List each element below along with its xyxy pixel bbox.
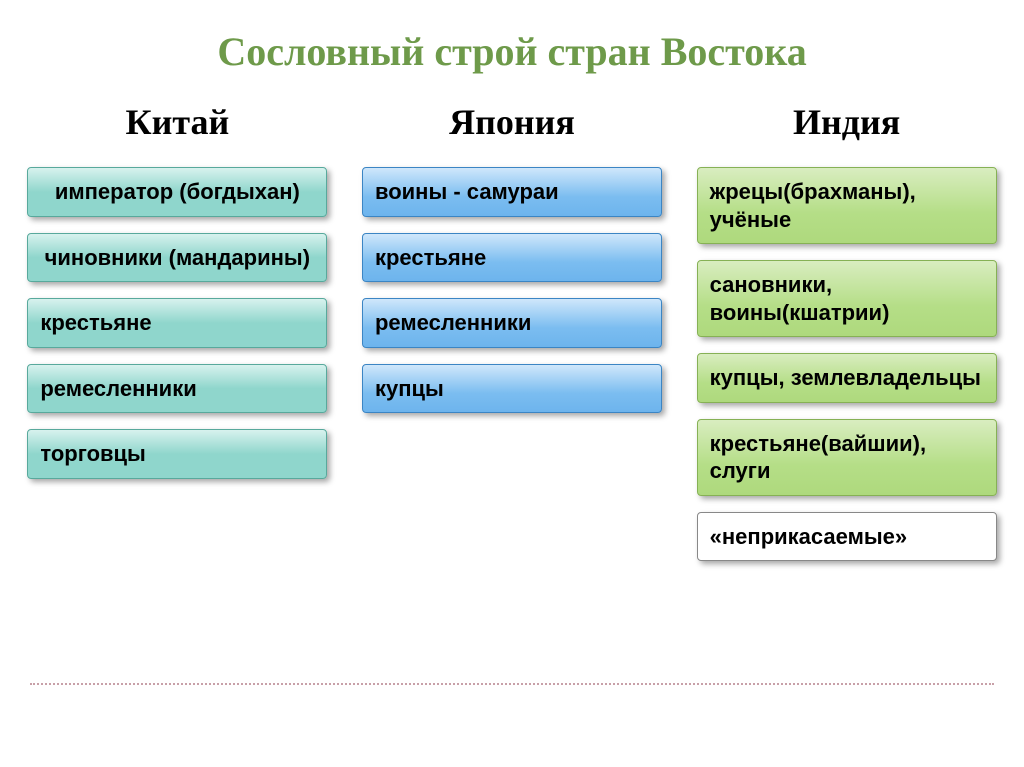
estate-box: крестьяне(вайшии), слуги (697, 419, 997, 496)
column-india: Индия жрецы(брахманы), учёные сановники,… (697, 95, 997, 577)
estate-box: купцы (362, 364, 662, 414)
estate-box: ремесленники (362, 298, 662, 348)
estate-box: сановники, воины(кшатрии) (697, 260, 997, 337)
estate-box: торговцы (27, 429, 327, 479)
estate-box: крестьяне (27, 298, 327, 348)
estate-box: чиновники (мандарины) (27, 233, 327, 283)
estate-box: ремесленники (27, 364, 327, 414)
estate-box: жрецы(брахманы), учёные (697, 167, 997, 244)
estate-box: воины - самураи (362, 167, 662, 217)
column-title: Китай (27, 95, 327, 149)
column-china: Китай император (богдыхан) чиновники (ма… (27, 95, 327, 577)
divider-line (30, 683, 994, 685)
columns-container: Китай император (богдыхан) чиновники (ма… (0, 95, 1024, 577)
slide-title: Сословный строй стран Востока (0, 0, 1024, 95)
estate-box: крестьяне (362, 233, 662, 283)
column-title: Япония (362, 95, 662, 149)
estate-box: император (богдыхан) (27, 167, 327, 217)
column-title: Индия (697, 95, 997, 149)
estate-box: «неприкасаемые» (697, 512, 997, 562)
column-japan: Япония воины - самураи крестьяне ремесле… (362, 95, 662, 577)
estate-box: купцы, землевладельцы (697, 353, 997, 403)
